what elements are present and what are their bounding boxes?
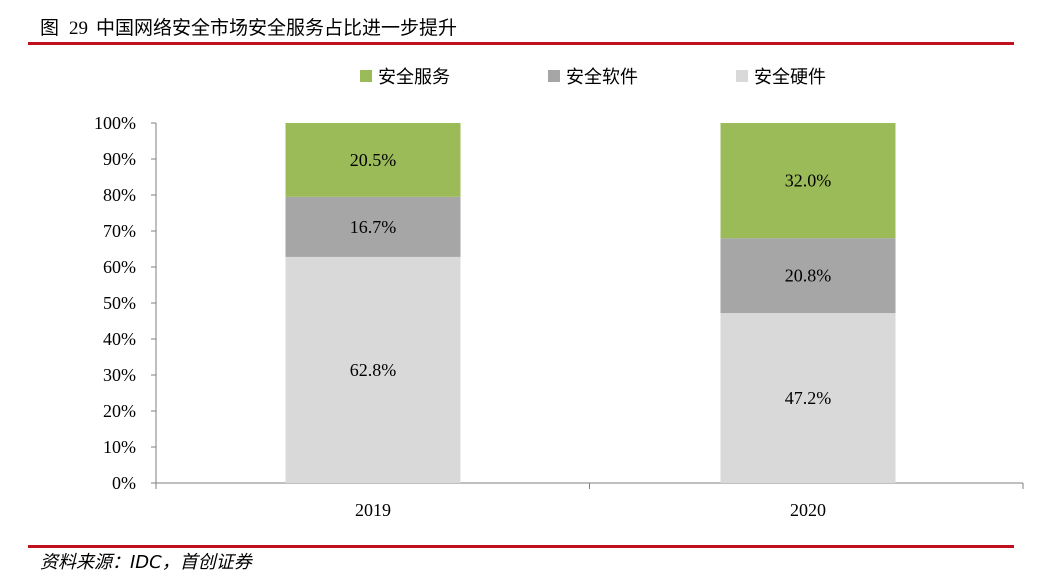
y-tick-label: 40%	[103, 329, 136, 349]
figure-label: 图	[40, 17, 60, 39]
y-tick-label: 60%	[103, 257, 136, 277]
y-tick-label: 90%	[103, 149, 136, 169]
figure-title: 图 29 中国网络安全市场安全服务占比进一步提升	[40, 15, 457, 42]
bar-segment	[285, 196, 461, 257]
y-tick-label: 0%	[112, 473, 136, 493]
legend-swatch	[548, 70, 560, 82]
stacked-bar-chart: 安全服务 安全软件 安全硬件 0% 10% 20% 30% 40% 50% 60% 70% 80% 9…	[94, 67, 1024, 520]
legend-label: 安全软件	[566, 67, 638, 88]
y-tick-label: 30%	[103, 365, 136, 385]
source-note: 资料来源：IDC，首创证券	[40, 552, 252, 573]
y-tick-label: 10%	[103, 437, 136, 457]
legend-swatch	[360, 70, 372, 82]
bars: 62.8% 16.7% 20.5% 47.2% 20.8% 32.0%	[285, 123, 896, 483]
legend-label: 安全硬件	[754, 67, 826, 88]
bar-segment	[285, 123, 461, 197]
y-axis: 0% 10% 20% 30% 40% 50% 60% 70% 80% 90% 100%	[94, 113, 157, 493]
data-label: 62.8%	[350, 360, 397, 380]
y-tick-label: 80%	[103, 185, 136, 205]
x-axis: 2019 2020	[155, 482, 1024, 520]
bar-segment	[720, 238, 896, 314]
bar-segment	[720, 123, 896, 239]
bar-segment	[720, 313, 896, 483]
figure-number: 29	[69, 18, 89, 39]
legend: 安全服务 安全软件 安全硬件	[360, 67, 826, 88]
y-tick-label: 100%	[94, 113, 136, 133]
bar-segment	[285, 256, 461, 483]
data-label: 32.0%	[785, 171, 832, 191]
data-label: 20.8%	[785, 266, 832, 286]
x-tick-label: 2020	[790, 500, 826, 520]
y-tick-label: 20%	[103, 401, 136, 421]
data-label: 47.2%	[785, 388, 832, 408]
data-label: 20.5%	[350, 150, 397, 170]
y-tick-label: 50%	[103, 293, 136, 313]
data-label: 16.7%	[350, 217, 397, 237]
top-rule	[28, 42, 1014, 45]
bottom-rule	[28, 545, 1014, 548]
figure-title-text: 中国网络安全市场安全服务占比进一步提升	[96, 17, 458, 39]
y-tick-label: 70%	[103, 221, 136, 241]
legend-label: 安全服务	[378, 67, 450, 88]
legend-swatch	[736, 70, 748, 82]
x-tick-label: 2019	[355, 500, 391, 520]
